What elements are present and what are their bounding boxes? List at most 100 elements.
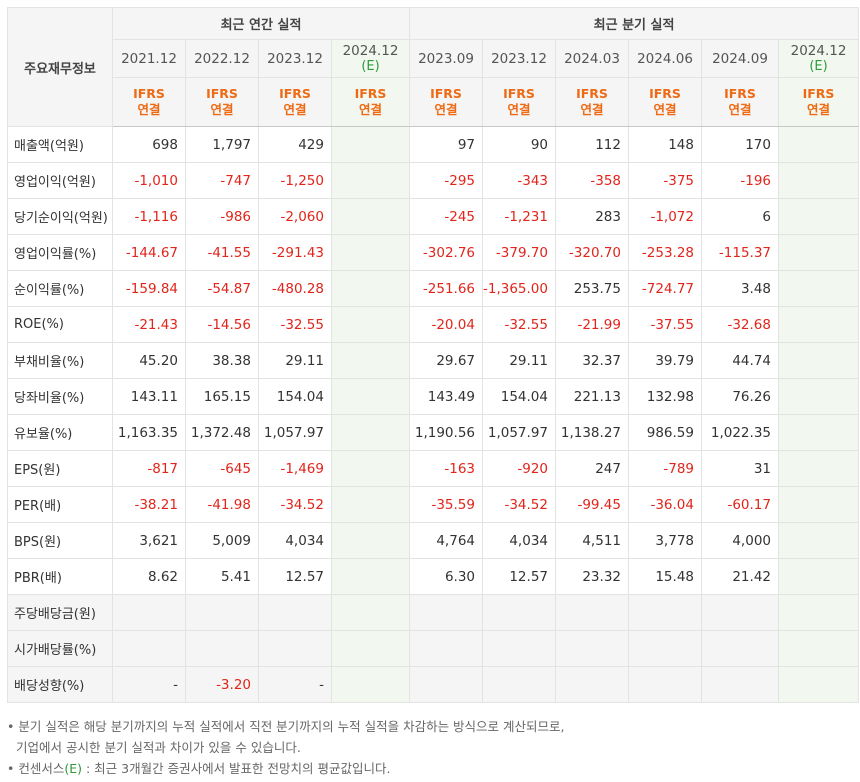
value-cell: -253.28 bbox=[628, 234, 702, 271]
accounting-basis: IFRS 연결 bbox=[555, 77, 629, 127]
value-cell: -817 bbox=[112, 450, 186, 487]
table-row: 영업이익(억원) -1,010 -747 -1,250 -295 -343 -358 -375… bbox=[7, 162, 860, 199]
value-cell bbox=[185, 594, 259, 631]
value-cell: - bbox=[112, 666, 186, 703]
accounting-scope: 연결 bbox=[210, 102, 234, 117]
value-cell: 5.41 bbox=[185, 558, 259, 595]
period-header: 2024.06 bbox=[628, 39, 702, 78]
value-cell: -343 bbox=[482, 162, 556, 199]
note-quarterly: • 분기 실적은 해당 분기까지의 누적 실적에서 직전 분기까지의 누적 실적… bbox=[7, 719, 565, 734]
accounting-standard: IFRS bbox=[576, 86, 608, 101]
table-row: BPS(원) 3,621 5,009 4,034 4,764 4,034 4,511 3,77… bbox=[7, 522, 860, 559]
value-cell: 143.11 bbox=[112, 378, 186, 415]
accounting-basis: IFRS 연결 bbox=[331, 77, 410, 127]
row-label: 주당배당금(원) bbox=[7, 594, 113, 631]
accounting-basis: IFRS 연결 bbox=[628, 77, 702, 127]
period-header: 2024.03 bbox=[555, 39, 629, 78]
value-cell bbox=[112, 630, 186, 667]
value-cell: -1,365.00 bbox=[482, 270, 556, 307]
value-cell bbox=[777, 558, 860, 595]
note-consensus-mark: (E) bbox=[64, 761, 83, 776]
period-label: 2023.12 bbox=[491, 50, 547, 67]
period-header: 2024.12 (E) bbox=[777, 39, 860, 78]
value-cell: 39.79 bbox=[628, 342, 702, 379]
value-cell: 90 bbox=[482, 126, 556, 163]
period-header: 2024.12 (E) bbox=[331, 39, 410, 78]
value-cell bbox=[777, 270, 860, 307]
value-cell bbox=[331, 270, 410, 307]
value-cell: 247 bbox=[555, 450, 629, 487]
table-row: 영업이익률(%) -144.67 -41.55 -291.43 -302.76 -379.… bbox=[7, 234, 860, 271]
value-cell: 97 bbox=[409, 126, 483, 163]
table-body: 매출액(억원) 698 1,797 429 97 90 112 148 170 영업이익(억원) -… bbox=[7, 126, 860, 703]
value-cell: -1,469 bbox=[258, 450, 332, 487]
value-cell: -144.67 bbox=[112, 234, 186, 271]
value-cell: 3,778 bbox=[628, 522, 702, 559]
value-cell: 32.37 bbox=[555, 342, 629, 379]
table-row: 순이익률(%) -159.84 -54.87 -480.28 -251.66 -1,365… bbox=[7, 270, 860, 307]
value-cell: -986 bbox=[185, 198, 259, 235]
accounting-standard: IFRS bbox=[279, 86, 311, 101]
value-cell: 76.26 bbox=[701, 378, 779, 415]
value-cell: 1,022.35 bbox=[701, 414, 779, 451]
value-cell bbox=[701, 594, 779, 631]
value-cell bbox=[331, 234, 410, 271]
value-cell: 29.67 bbox=[409, 342, 483, 379]
value-cell: 170 bbox=[701, 126, 779, 163]
accounting-standard: IFRS bbox=[354, 86, 387, 101]
note-consensus-prefix: • 컨센서스 bbox=[7, 761, 65, 776]
value-cell bbox=[331, 486, 410, 523]
value-cell: -747 bbox=[185, 162, 259, 199]
value-cell: -1,250 bbox=[258, 162, 332, 199]
value-cell: 6 bbox=[701, 198, 779, 235]
accounting-standard: IFRS bbox=[649, 86, 681, 101]
value-cell: -789 bbox=[628, 450, 702, 487]
value-cell: 112 bbox=[555, 126, 629, 163]
financial-summary: 주요재무정보 최근 연간 실적 최근 분기 실적 2021.12 2022.12 2… bbox=[7, 7, 860, 703]
period-label: 2024.06 bbox=[637, 50, 693, 67]
value-cell: -1,231 bbox=[482, 198, 556, 235]
value-cell: -34.52 bbox=[258, 486, 332, 523]
value-cell bbox=[331, 306, 410, 343]
value-cell: -358 bbox=[555, 162, 629, 199]
period-header: 2024.09 bbox=[701, 39, 779, 78]
period-label: 2024.12 bbox=[342, 42, 399, 59]
value-cell: 1,190.56 bbox=[409, 414, 483, 451]
value-cell bbox=[331, 198, 410, 235]
value-cell: 429 bbox=[258, 126, 332, 163]
value-cell bbox=[777, 522, 860, 559]
accounting-row: IFRS 연결 IFRS 연결 IFRS 연결 IFRS 연결 IFRS 연결 IFRS 연결 IFRS… bbox=[8, 77, 860, 127]
row-label: BPS(원) bbox=[7, 522, 113, 559]
accounting-basis: IFRS 연결 bbox=[777, 77, 860, 127]
table-row: 매출액(억원) 698 1,797 429 97 90 112 148 170 bbox=[7, 126, 860, 163]
value-cell bbox=[409, 630, 483, 667]
value-cell bbox=[777, 342, 860, 379]
value-cell bbox=[331, 126, 410, 163]
value-cell: 23.32 bbox=[555, 558, 629, 595]
period-label: 2024.03 bbox=[564, 50, 620, 67]
value-cell: 4,511 bbox=[555, 522, 629, 559]
value-cell: -21.99 bbox=[555, 306, 629, 343]
value-cell bbox=[628, 630, 702, 667]
value-cell: 221.13 bbox=[555, 378, 629, 415]
period-header: 2021.12 bbox=[112, 39, 186, 78]
row-label: 시가배당률(%) bbox=[7, 630, 113, 667]
value-cell: -20.04 bbox=[409, 306, 483, 343]
row-label: 순이익률(%) bbox=[7, 270, 113, 307]
accounting-standard: IFRS bbox=[133, 86, 165, 101]
value-cell: 6.30 bbox=[409, 558, 483, 595]
value-cell bbox=[331, 522, 410, 559]
value-cell: -320.70 bbox=[555, 234, 629, 271]
value-cell: -60.17 bbox=[701, 486, 779, 523]
value-cell: -379.70 bbox=[482, 234, 556, 271]
value-cell: 4,034 bbox=[258, 522, 332, 559]
value-cell: 21.42 bbox=[701, 558, 779, 595]
value-cell bbox=[112, 594, 186, 631]
value-cell: 31 bbox=[701, 450, 779, 487]
table-row: 유보율(%) 1,163.35 1,372.48 1,057.97 1,190.56 1,… bbox=[7, 414, 860, 451]
period-header: 2023.12 bbox=[482, 39, 556, 78]
value-cell: -115.37 bbox=[701, 234, 779, 271]
quarter-group-header: 최근 분기 실적 bbox=[408, 7, 860, 40]
row-label: ROE(%) bbox=[7, 306, 113, 343]
value-cell: -41.55 bbox=[185, 234, 259, 271]
